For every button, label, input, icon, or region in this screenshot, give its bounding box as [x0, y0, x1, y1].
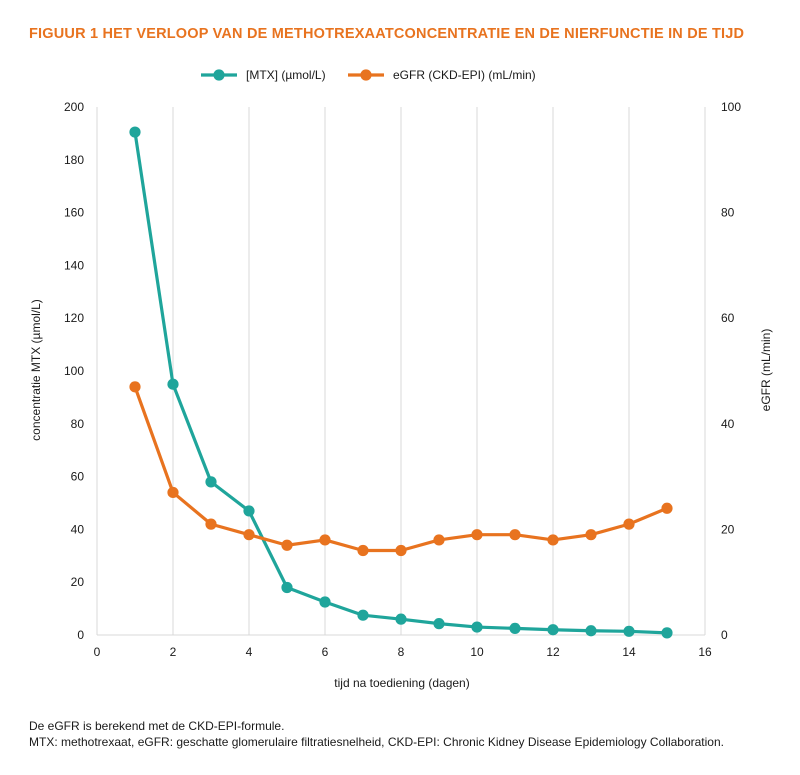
- y-tick-label: 200: [64, 100, 84, 114]
- data-point-mtx: [471, 621, 483, 633]
- y-tick-label: 100: [64, 364, 84, 378]
- data-point-egfr: [167, 486, 179, 499]
- legend-item-mtx: [MTX] (µmol/L): [201, 68, 326, 82]
- data-point-mtx: [547, 624, 559, 636]
- footnote-abbreviations: MTX: methotrexaat, eGFR: geschatte glome…: [29, 735, 724, 749]
- y2-tick-label: 0: [721, 628, 728, 642]
- data-point-mtx: [167, 378, 179, 390]
- y-tick-label: 60: [71, 470, 85, 484]
- data-point-mtx: [243, 505, 255, 517]
- data-point-mtx: [433, 618, 445, 630]
- y2-tick-label: 100: [721, 100, 741, 114]
- legend-label: eGFR (CKD-EPI) (mL/min): [393, 68, 536, 82]
- x-tick-label: 0: [94, 645, 101, 659]
- y-tick-label: 0: [77, 628, 84, 642]
- data-point-mtx: [509, 622, 521, 635]
- data-point-egfr: [243, 529, 255, 541]
- data-point-egfr: [623, 518, 635, 530]
- data-point-mtx: [395, 613, 407, 625]
- y-tick-label: 180: [64, 153, 84, 167]
- legend-marker: [360, 69, 372, 81]
- data-point-egfr: [661, 502, 673, 514]
- x-tick-label: 14: [622, 645, 636, 659]
- y-tick-label: 120: [64, 311, 84, 325]
- y2-tick-label: 40: [721, 417, 735, 431]
- y-tick-label: 80: [71, 417, 85, 431]
- data-point-mtx: [585, 625, 597, 637]
- x-tick-label: 8: [398, 645, 405, 659]
- data-point-egfr: [129, 381, 141, 393]
- x-tick-label: 4: [246, 645, 253, 659]
- data-point-egfr: [205, 518, 217, 530]
- y2-tick-label: 60: [721, 311, 735, 325]
- data-point-egfr: [357, 544, 369, 557]
- data-point-mtx: [205, 476, 217, 488]
- data-point-mtx: [319, 596, 331, 608]
- y-axis-label: concentratie MTX (µmol/L): [29, 299, 43, 441]
- y-tick-label: 140: [64, 258, 84, 272]
- y2-tick-label: 80: [721, 206, 735, 220]
- legend: [MTX] (µmol/L) eGFR (CKD-EPI) (mL/min): [201, 68, 536, 82]
- data-point-mtx: [129, 126, 141, 138]
- y-tick-label: 160: [64, 206, 84, 220]
- y2-axis-label: eGFR (mL/min): [759, 329, 773, 412]
- axes: 0 2 4 6 8 10 12 14 16020406080100120140160180200…: [64, 100, 741, 659]
- figure-title: FIGUUR 1 HET VERLOOP VAN DE METHOTREXAAT…: [29, 26, 745, 42]
- y-tick-label: 40: [71, 522, 85, 536]
- chart: [MTX] (µmol/L) eGFR (CKD-EPI) (mL/min) 0 2…: [29, 68, 773, 690]
- x-tick-label: 6: [322, 645, 329, 659]
- data-point-egfr: [281, 539, 293, 551]
- data-point-mtx: [281, 581, 293, 594]
- legend-label: [MTX] (µmol/L): [246, 68, 326, 82]
- legend-item-egfr: eGFR (CKD-EPI) (mL/min): [348, 68, 536, 82]
- data-point-egfr: [509, 529, 521, 541]
- data-point-mtx: [623, 625, 635, 637]
- grid: [172, 107, 706, 635]
- legend-marker: [213, 69, 225, 81]
- x-tick-label: 16: [698, 645, 712, 659]
- data-point-egfr: [319, 534, 331, 546]
- x-tick-label: 2: [170, 645, 177, 659]
- y2-tick-label: 20: [721, 522, 735, 536]
- footnote-egfr: De eGFR is berekend met de CKD-EPI-formu…: [29, 719, 285, 733]
- data-point-mtx: [661, 627, 673, 639]
- series-points: [129, 126, 673, 639]
- x-tick-label: 12: [546, 645, 560, 659]
- x-tick-label: 10: [470, 645, 484, 659]
- data-point-egfr: [585, 529, 597, 541]
- y-tick-label: 20: [71, 575, 85, 589]
- x-axis-label: tijd na toediening (dagen): [334, 676, 469, 690]
- data-point-egfr: [547, 534, 559, 546]
- data-point-egfr: [471, 529, 483, 541]
- data-point-egfr: [395, 544, 407, 557]
- data-point-egfr: [433, 534, 445, 546]
- data-point-mtx: [357, 609, 369, 621]
